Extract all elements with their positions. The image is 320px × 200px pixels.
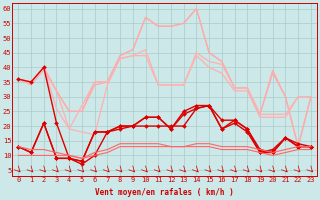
X-axis label: Vent moyen/en rafales ( km/h ): Vent moyen/en rafales ( km/h ) [95,188,234,197]
